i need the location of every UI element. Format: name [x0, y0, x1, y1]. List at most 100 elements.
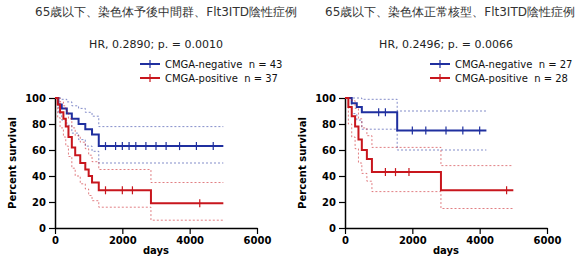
legend-swatch-tick	[439, 74, 440, 82]
tick-mark	[49, 124, 55, 125]
confidence-band	[55, 98, 223, 163]
censor-mark	[115, 142, 116, 150]
tick: 4000	[466, 228, 494, 246]
censor-mark	[145, 142, 146, 150]
axis-line	[345, 99, 347, 229]
survival-line	[345, 98, 486, 131]
censor-mark	[385, 168, 386, 176]
y-axis: 0 20 40 60 80 100	[315, 93, 345, 234]
tick-mark	[339, 202, 345, 203]
censor-mark	[395, 168, 396, 176]
tick-mark	[55, 228, 56, 234]
tick-label: 0	[39, 223, 46, 234]
tick-mark	[345, 228, 346, 234]
legend: CMGA-negative n = 27CMGA-positive n = 28	[430, 59, 572, 84]
tick: 40	[32, 171, 55, 182]
censor-mark	[425, 127, 426, 135]
annotation: HR, 0.2496; p. = 0.0066	[379, 38, 513, 51]
tick-label: 0	[52, 235, 59, 246]
tick: 0	[39, 223, 55, 234]
legend-label: CMGA-positive n = 37	[165, 73, 278, 84]
censor-mark	[479, 127, 480, 135]
plot-area	[55, 98, 223, 220]
tick-mark	[190, 228, 191, 234]
tick-mark	[49, 228, 55, 229]
censor-mark	[506, 186, 507, 194]
tick-mark	[49, 202, 55, 203]
tick: 6000	[534, 228, 562, 246]
tick: 100	[25, 93, 55, 104]
censor-mark	[378, 108, 379, 116]
tick-mark	[339, 124, 345, 125]
tick-label: 0	[342, 235, 349, 246]
x-axis: 0200040006000	[52, 228, 271, 246]
tick-mark	[547, 228, 548, 234]
tick: 60	[32, 145, 55, 156]
tick-mark	[339, 150, 345, 151]
legend-label: CMGA-negative n = 43	[165, 59, 282, 70]
x-axis-title: days	[143, 245, 169, 256]
tick-label: 100	[25, 93, 46, 104]
legend-label: CMGA-positive n = 28	[455, 73, 568, 84]
censor-mark	[213, 142, 214, 150]
legend-swatch-tick	[149, 74, 150, 82]
censor-mark	[135, 142, 136, 150]
censor-mark	[166, 142, 167, 150]
survival-line	[55, 98, 223, 146]
tick-mark	[49, 150, 55, 151]
censor-mark	[179, 142, 180, 150]
axis-line	[56, 228, 258, 230]
censor-mark	[408, 168, 409, 176]
y-axis-title: Percent survival	[7, 117, 18, 209]
x-axis: 0 2000 4000 6000	[342, 228, 561, 246]
confidence-band	[55, 98, 223, 127]
confidence-band	[55, 98, 223, 183]
axis-line	[346, 228, 548, 230]
tick: 80	[322, 119, 345, 130]
tick: 0	[329, 223, 345, 234]
tick-mark	[49, 176, 55, 177]
tick-mark	[412, 228, 413, 234]
censor-mark	[105, 186, 106, 194]
survival-line	[55, 98, 223, 203]
x-axis-title: days	[433, 245, 459, 256]
tick: 2000	[109, 228, 137, 246]
censor-mark	[196, 142, 197, 150]
tick-mark	[339, 98, 345, 99]
annotation: HR, 0.2890; p. = 0.0010	[89, 38, 223, 51]
censor-mark	[385, 108, 386, 116]
title: 65歳以下、染色体正常核型、Flt3ITD陰性症例	[325, 5, 575, 19]
tick: 40	[322, 171, 345, 182]
confidence-band	[345, 98, 513, 209]
survival-line	[345, 98, 513, 190]
tick-label: 60	[322, 145, 336, 156]
tick: 100	[315, 93, 345, 104]
tick-label: 4000	[176, 235, 204, 246]
tick: 80	[32, 119, 55, 130]
tick: 4000	[176, 228, 204, 246]
tick-mark	[339, 176, 345, 177]
tick: 60	[322, 145, 345, 156]
tick: 0	[342, 228, 349, 246]
axis-line	[55, 99, 57, 229]
tick-label: 2000	[399, 235, 427, 246]
confidence-band	[345, 98, 513, 166]
tick-label: 80	[322, 119, 336, 130]
title: 65歳以下、染色体予後中間群、Flt3ITD陰性症例	[35, 5, 297, 19]
tick-label: 100	[315, 93, 336, 104]
censor-mark	[445, 127, 446, 135]
tick-label: 20	[32, 197, 46, 208]
tick: 20	[322, 197, 345, 208]
censor-mark	[155, 142, 156, 150]
tick: 20	[32, 197, 55, 208]
censor-mark	[128, 142, 129, 150]
tick-label: 0	[329, 223, 336, 234]
tick-label: 80	[32, 119, 46, 130]
tick-mark	[339, 228, 345, 229]
censor-mark	[412, 127, 413, 135]
panel: 65歳以下、染色体予後中間群、Flt3ITD陰性症例 HR, 0.2890; p.…	[7, 5, 297, 256]
censor-mark	[132, 186, 133, 194]
tick-mark	[122, 228, 123, 234]
censor-mark	[122, 142, 123, 150]
y-axis: 0 20 40 60 80 100	[25, 93, 55, 234]
